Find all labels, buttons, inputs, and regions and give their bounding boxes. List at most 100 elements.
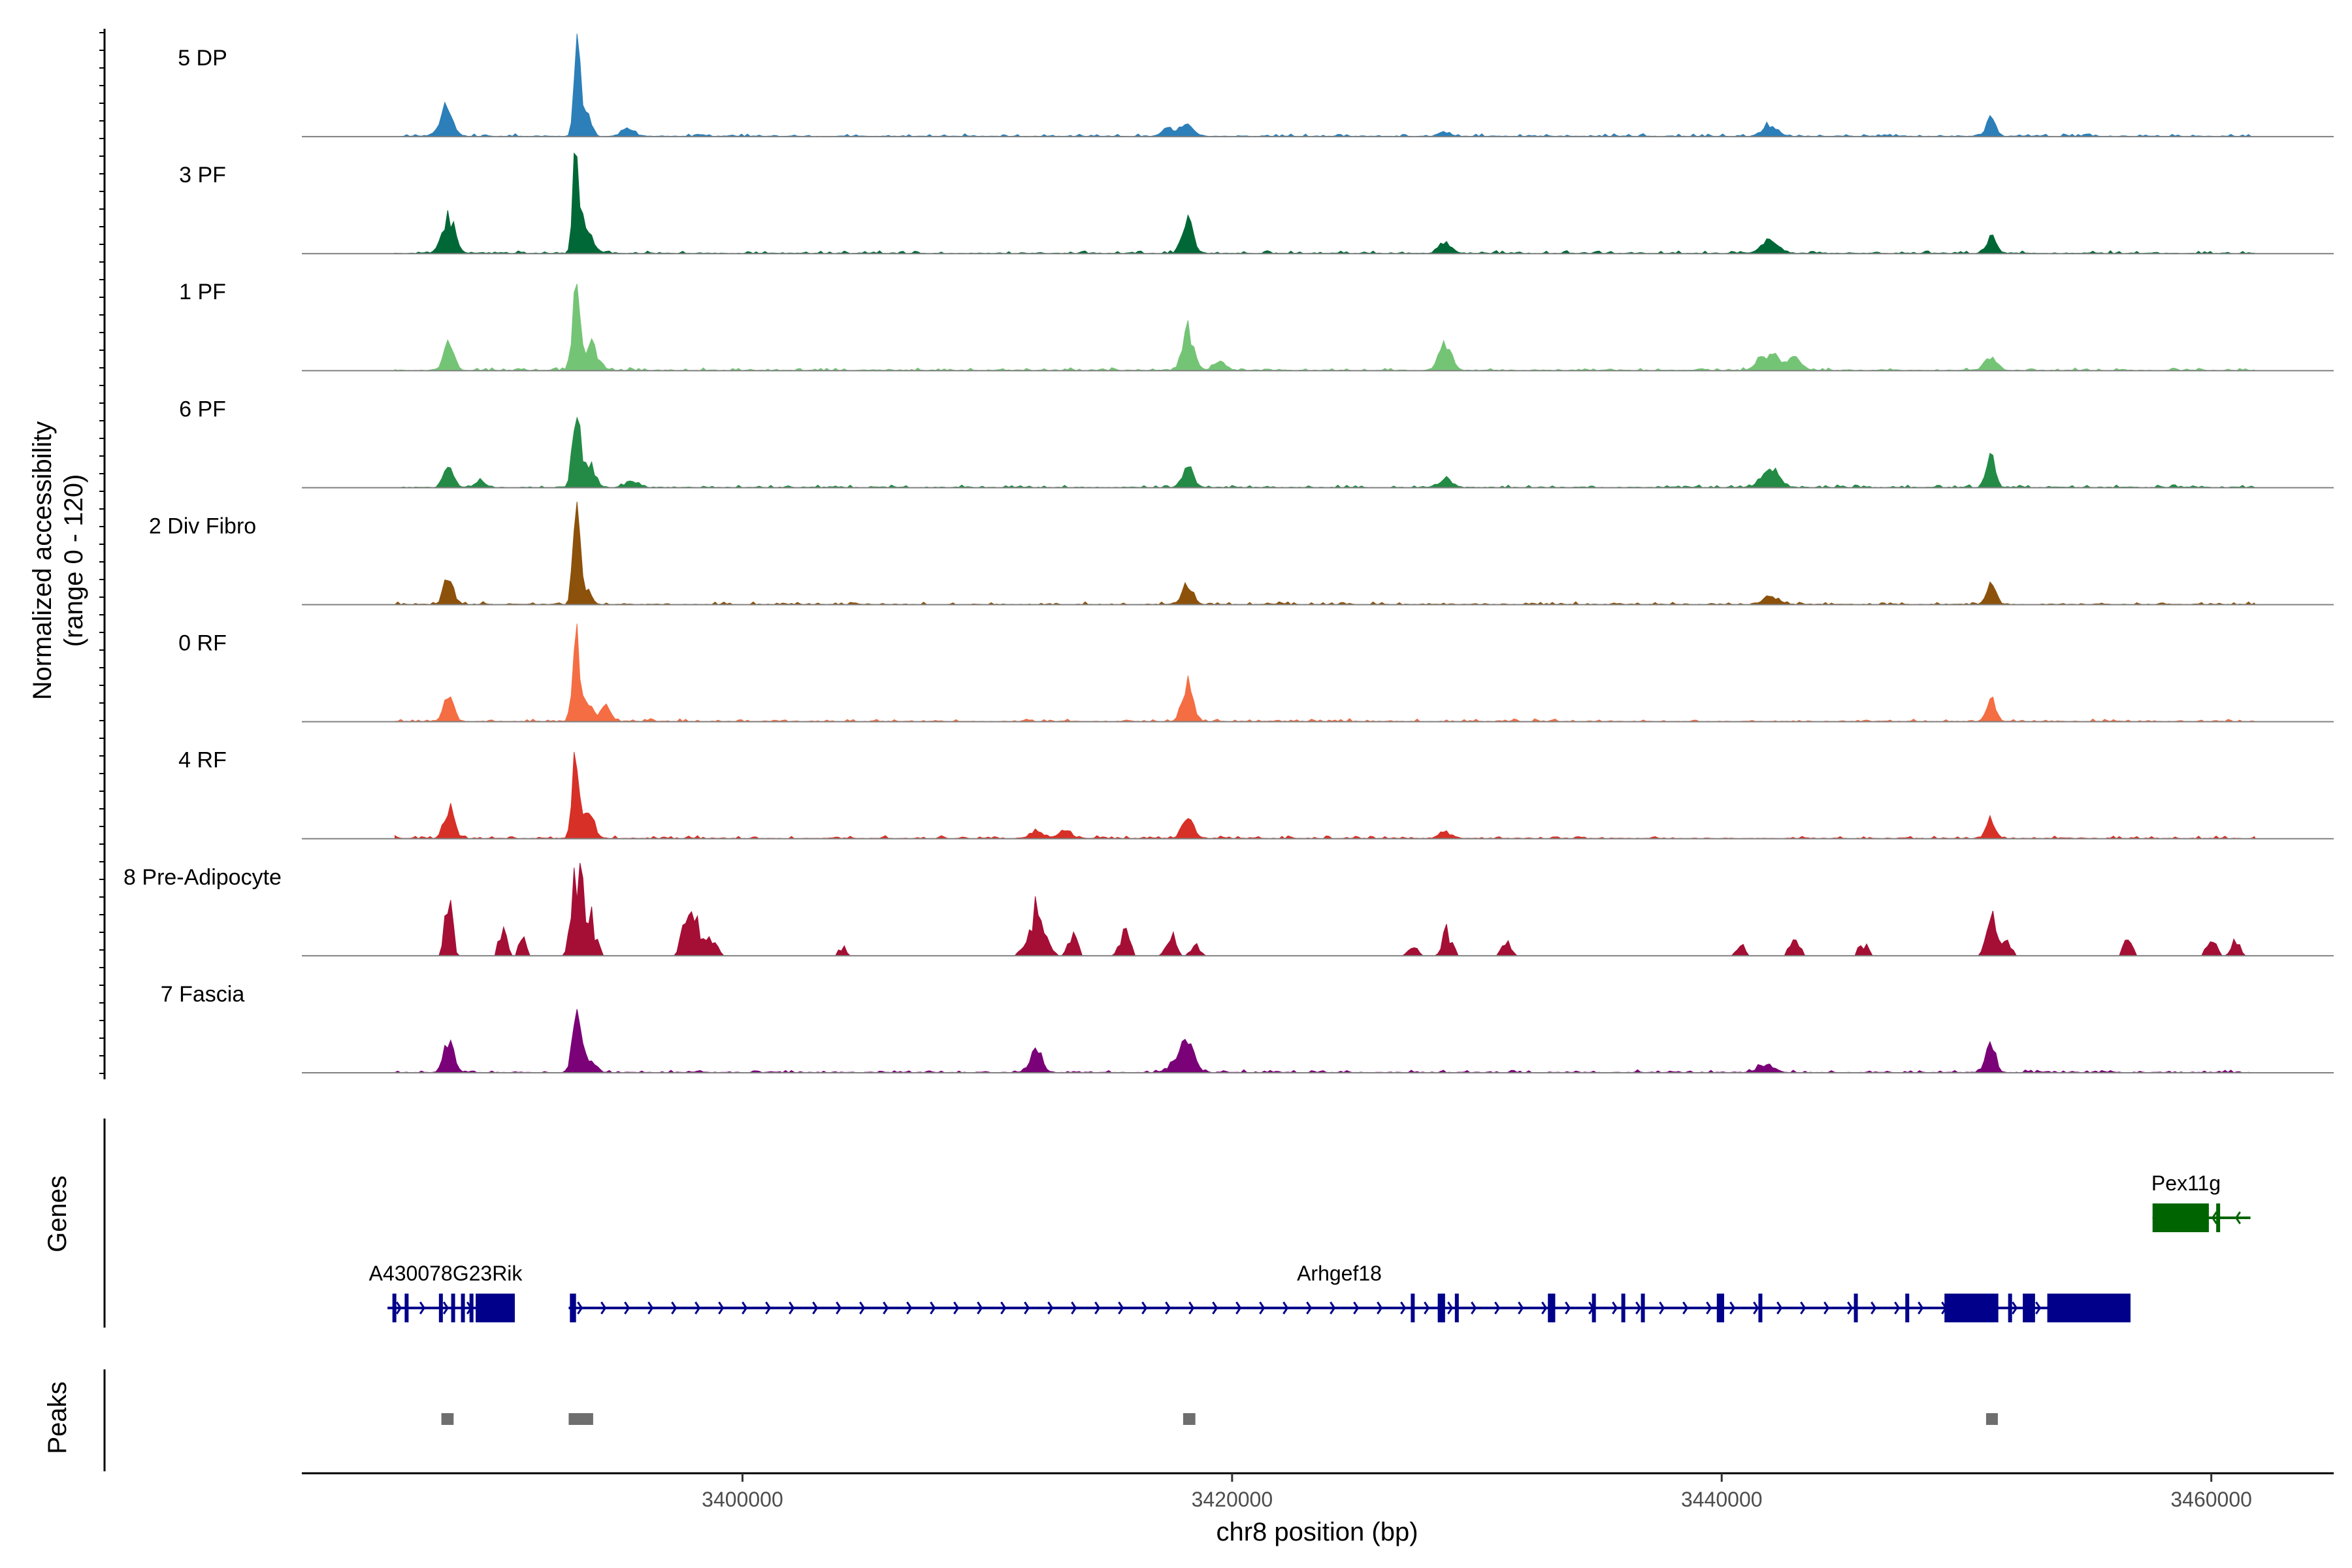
- track-label: 3 PF: [179, 163, 226, 188]
- track-label: 0 RF: [178, 631, 227, 656]
- strand-arrow: [1306, 1301, 1313, 1315]
- strand-arrow: [1118, 1301, 1124, 1315]
- gene-exon: [1944, 1294, 1999, 1322]
- gene-exon: [1716, 1294, 1724, 1322]
- strand-arrow: [718, 1301, 725, 1315]
- track-8-pre-adipocyte: 8 Pre-Adipocyte: [123, 862, 2334, 956]
- x-axis: 3400000 3420000 3440000 3460000: [302, 1472, 2334, 1511]
- gene-exon: [2023, 1294, 2035, 1322]
- track-label: 6 PF: [179, 397, 226, 421]
- strand-arrow: [1706, 1301, 1712, 1315]
- gene-exon: [1905, 1294, 1910, 1322]
- strand-arrow: [1918, 1301, 1924, 1315]
- y-axis-title-line2: (range 0 - 120): [59, 474, 88, 647]
- genes-panel-title: Genes: [43, 1175, 72, 1252]
- strand-arrow: [1212, 1301, 1218, 1315]
- strand-arrow: [1071, 1301, 1077, 1315]
- strand-arrow: [859, 1301, 866, 1315]
- gene-exon: [1641, 1294, 1645, 1322]
- strand-arrow: [1494, 1301, 1501, 1315]
- strand-arrow: [1353, 1301, 1360, 1315]
- strand-arrow: [1424, 1301, 1430, 1315]
- x-tick-label: 3460000: [2170, 1488, 2252, 1511]
- gene-exon: [2216, 1203, 2221, 1232]
- coverage-area-shape: [394, 862, 2256, 956]
- strand-arrow: [577, 1301, 583, 1315]
- gene-exon: [461, 1294, 465, 1322]
- gene-a430078g23rik: A430078G23Rik: [369, 1262, 523, 1322]
- track-label: 1 PF: [179, 280, 226, 304]
- gene-exon: [1854, 1294, 1858, 1322]
- gene-exon: [2152, 1203, 2209, 1232]
- strand-arrow: [1165, 1301, 1171, 1315]
- strand-arrow: [1541, 1301, 1548, 1315]
- track-5-dp: 5 DP: [178, 33, 2334, 138]
- coverage-area-shape: [394, 284, 2257, 371]
- strand-arrow: [742, 1301, 748, 1315]
- coverage-area-shape: [394, 152, 2256, 254]
- strand-arrow: [765, 1301, 772, 1315]
- strand-arrow: [1235, 1301, 1242, 1315]
- strand-arrow: [647, 1301, 654, 1315]
- gene-exon: [392, 1294, 397, 1322]
- strand-arrow: [395, 1301, 402, 1315]
- gene-exon: [1411, 1294, 1415, 1322]
- track-3-pf: 3 PF: [179, 152, 2334, 255]
- track-0-rf: 0 RF: [178, 623, 2334, 723]
- gene-exon: [438, 1294, 443, 1322]
- track-label: 4 RF: [178, 748, 227, 773]
- strand-arrow: [789, 1301, 795, 1315]
- strand-arrow: [1870, 1301, 1877, 1315]
- coverage-area-shape: [394, 416, 2256, 489]
- track-label: 5 DP: [178, 46, 227, 71]
- strand-arrow: [1776, 1301, 1783, 1315]
- strand-arrow: [1024, 1301, 1030, 1315]
- strand-arrow: [906, 1301, 913, 1315]
- strand-arrow: [1330, 1301, 1336, 1315]
- strand-arrow: [1847, 1301, 1854, 1315]
- gene-label: Pex11g: [2151, 1171, 2221, 1195]
- x-axis-title: chr8 position (bp): [1216, 1518, 1418, 1546]
- strand-arrow: [953, 1301, 960, 1315]
- track-label: 8 Pre-Adipocyte: [123, 865, 282, 890]
- strand-arrow: [1682, 1301, 1689, 1315]
- strand-arrow: [1518, 1301, 1524, 1315]
- strand-arrow: [812, 1301, 819, 1315]
- gene-label: Arhgef18: [1297, 1262, 1382, 1285]
- track-2-div-fibro: 2 Div Fibro: [149, 501, 2334, 606]
- peak-region: [568, 1413, 593, 1425]
- strand-arrow: [419, 1301, 425, 1315]
- track-1-pf: 1 PF: [179, 280, 2334, 372]
- track-7-fascia: 7 Fascia: [161, 982, 2334, 1073]
- coverage-area-shape: [394, 751, 2256, 840]
- strand-arrow: [1094, 1301, 1101, 1315]
- gene-exon: [1758, 1294, 1763, 1322]
- peak-region: [1183, 1413, 1196, 1425]
- strand-arrow: [1753, 1301, 1759, 1315]
- gene-exon: [1437, 1294, 1445, 1322]
- coverage-area-shape: [394, 501, 2256, 606]
- strand-arrow: [600, 1301, 607, 1315]
- strand-arrow: [1000, 1301, 1007, 1315]
- strand-arrow: [2234, 1211, 2241, 1224]
- coverage-area-shape: [394, 33, 2256, 137]
- strand-arrow: [836, 1301, 842, 1315]
- strand-arrow: [1141, 1301, 1148, 1315]
- strand-arrow: [1447, 1301, 1454, 1315]
- strand-arrow: [1282, 1301, 1289, 1315]
- track-6-pf: 6 PF: [179, 397, 2334, 489]
- strand-arrow: [2035, 1301, 2042, 1315]
- gene-exon: [476, 1294, 515, 1322]
- peak-region: [1985, 1413, 1998, 1425]
- peak-region: [441, 1413, 454, 1425]
- track-4-rf: 4 RF: [178, 748, 2334, 840]
- strand-arrow: [442, 1301, 449, 1315]
- track-label: 2 Div Fibro: [149, 514, 256, 538]
- gene-arhgef18: Arhgef18: [568, 1262, 2131, 1322]
- strand-arrow: [1659, 1301, 1665, 1315]
- gene-exon: [2047, 1294, 2131, 1322]
- strand-arrow: [694, 1301, 701, 1315]
- strand-arrow: [671, 1301, 678, 1315]
- coverage-area-shape: [394, 1009, 2256, 1073]
